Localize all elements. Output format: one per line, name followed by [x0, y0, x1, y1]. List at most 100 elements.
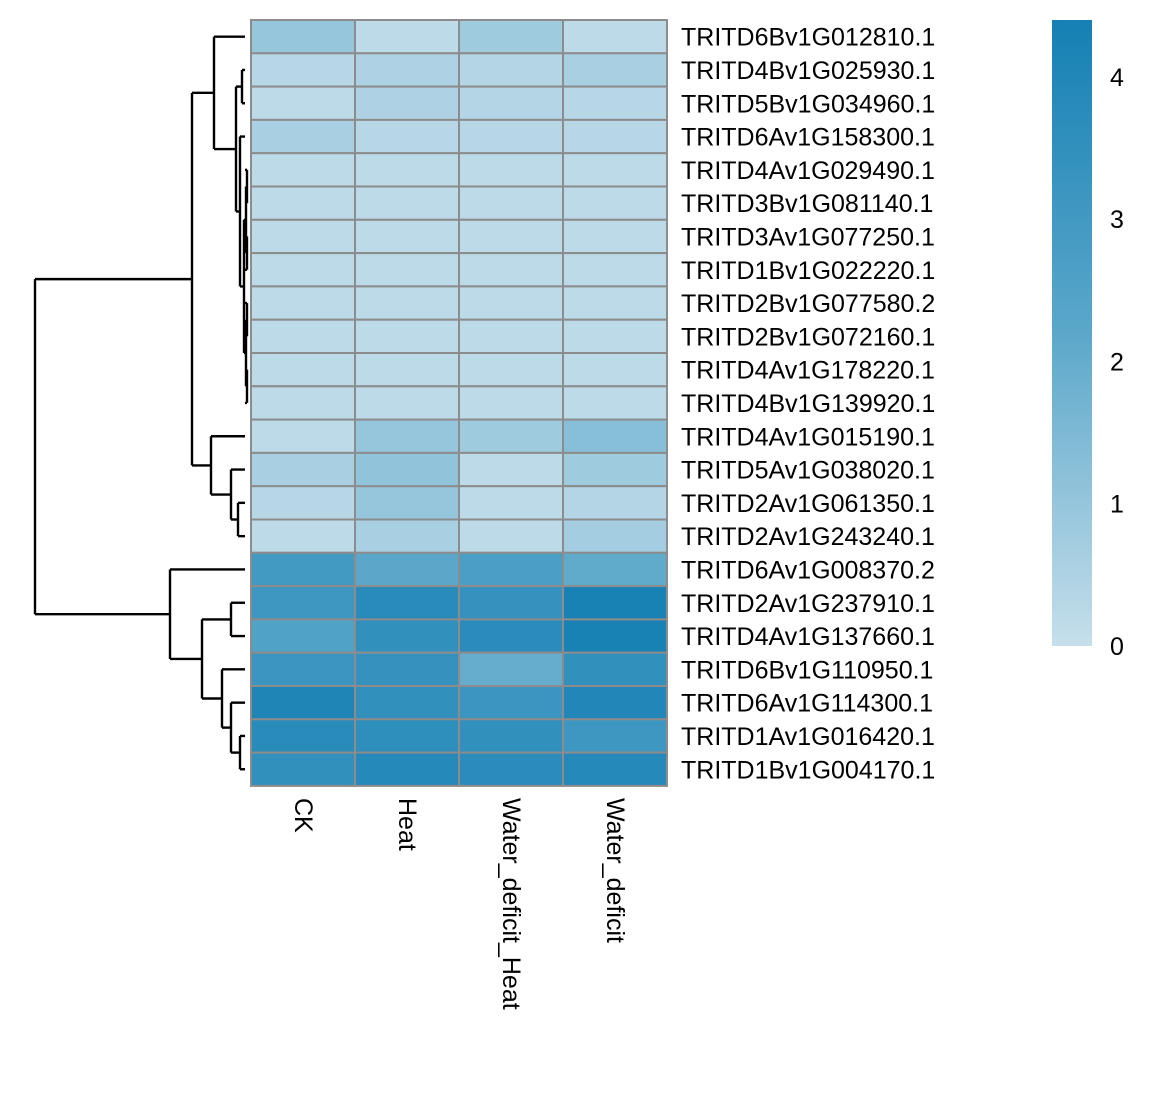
heatmap-cell	[562, 185, 668, 221]
row-dendrogram	[33, 35, 249, 771]
heatmap-cell	[562, 385, 668, 421]
heatmap-cell	[562, 718, 668, 754]
heatmap-cell	[250, 418, 356, 454]
heatmap-cell	[458, 651, 564, 688]
heatmap-cell	[354, 52, 460, 88]
heatmap-cell	[562, 85, 668, 121]
heatmap-cell	[250, 185, 356, 221]
row-label: TRITD4Bv1G139920.1	[681, 390, 935, 418]
column-label: CK	[289, 798, 317, 833]
row-label: TRITD4Bv1G025930.1	[681, 57, 935, 85]
heatmap-cell	[458, 252, 564, 288]
heatmap-cell	[354, 252, 460, 288]
row-label: TRITD4Av1G178220.1	[681, 357, 935, 385]
heatmap-cell	[250, 385, 356, 421]
heatmap-cell	[562, 685, 668, 721]
heatmap-cell	[562, 285, 668, 321]
heatmap-cell	[458, 52, 564, 88]
colorbar-ticks: 0 1 2 3 4	[1110, 64, 1124, 661]
row-label: TRITD2Bv1G072160.1	[681, 323, 935, 351]
heatmap-cell	[562, 418, 668, 454]
heatmap-cell	[354, 318, 460, 355]
heatmap-cell	[250, 651, 356, 688]
heatmap-cell	[354, 185, 460, 221]
colorbar-tick-label: 4	[1110, 64, 1124, 92]
heatmap-cell	[250, 451, 356, 488]
heatmap-cell	[354, 518, 460, 554]
colorbar-tick-label: 0	[1110, 633, 1124, 661]
heatmap-cell	[354, 118, 460, 155]
heatmap-cell	[250, 485, 356, 521]
heatmap-cell	[458, 518, 564, 554]
heatmap-cell	[458, 585, 564, 621]
heatmap-cell	[562, 352, 668, 388]
row-label: TRITD6Av1G158300.1	[681, 124, 935, 152]
heatmap-cell	[250, 218, 356, 255]
colorbar	[1052, 20, 1092, 646]
heatmap-cell	[354, 85, 460, 121]
heatmap-cell	[354, 651, 460, 688]
column-label: Water_deficit_Heat	[497, 798, 525, 1010]
heatmap-cell	[562, 252, 668, 288]
heatmap-cell	[458, 352, 564, 388]
heatmap-cell	[354, 19, 460, 55]
heatmap-cell	[354, 385, 460, 421]
heatmap-cell	[354, 485, 460, 521]
row-label: TRITD6Bv1G110950.1	[681, 656, 933, 684]
heatmap-cell	[562, 585, 668, 621]
row-label: TRITD5Bv1G034960.1	[681, 90, 935, 118]
heatmap-cell	[458, 118, 564, 155]
heatmap-cell	[458, 751, 564, 787]
heatmap-cell	[458, 718, 564, 754]
heatmap-cell	[458, 451, 564, 488]
row-label: TRITD3Bv1G081140.1	[681, 190, 933, 218]
heatmap-cell	[250, 152, 356, 188]
heatmap-cell	[250, 718, 356, 754]
heatmap-cell	[250, 252, 356, 288]
colorbar-tick-label: 2	[1110, 348, 1124, 376]
heatmap-cell	[458, 551, 564, 588]
row-label: TRITD2Av1G237910.1	[681, 590, 935, 618]
heatmap-cell	[458, 318, 564, 355]
heatmap-cell	[458, 85, 564, 121]
heatmap-cell	[250, 551, 356, 588]
heatmap-cell	[250, 19, 356, 55]
heatmap-cell	[458, 685, 564, 721]
heatmap-cell	[250, 518, 356, 554]
column-label: Water_deficit	[601, 798, 629, 943]
heatmap-cell	[562, 618, 668, 654]
row-label: TRITD2Bv1G077580.2	[681, 290, 935, 318]
row-label: TRITD2Av1G243240.1	[681, 523, 935, 551]
heatmap-cell	[354, 418, 460, 454]
heatmap-cell	[354, 551, 460, 588]
heatmap-cell	[562, 451, 668, 488]
heatmap-cell	[458, 418, 564, 454]
row-label: TRITD6Bv1G012810.1	[681, 24, 935, 52]
heatmap-cell	[562, 218, 668, 255]
heatmap-cell	[250, 352, 356, 388]
heatmap-cell	[250, 52, 356, 88]
row-label: TRITD1Bv1G004170.1	[681, 756, 935, 784]
column-labels: CK Heat Water_deficit_Heat Water_deficit	[289, 798, 629, 1010]
heatmap-cell	[458, 618, 564, 654]
heatmap-cell	[458, 218, 564, 255]
colorbar-tick-label: 3	[1110, 206, 1124, 234]
heatmap-cell	[562, 518, 668, 554]
row-labels: TRITD6Bv1G012810.1 TRITD4Bv1G025930.1 TRIT…	[681, 24, 935, 785]
heatmap-cell	[458, 285, 564, 321]
heatmap-cell	[562, 52, 668, 88]
heatmap-cell	[250, 585, 356, 621]
heatmap-cell	[250, 318, 356, 355]
heatmap-cell	[458, 152, 564, 188]
row-label: TRITD2Av1G061350.1	[681, 490, 935, 518]
heatmap-cell	[562, 118, 668, 155]
heatmap-cell	[354, 218, 460, 255]
column-label: Heat	[393, 798, 421, 851]
color-legend: 0 1 2 3 4	[1052, 20, 1124, 661]
colorbar-tick-label: 1	[1110, 491, 1124, 519]
heatmap-cell	[458, 385, 564, 421]
heatmap-cell	[562, 485, 668, 521]
row-label: TRITD5Av1G038020.1	[681, 457, 935, 485]
row-label: TRITD6Av1G114300.1	[681, 690, 933, 718]
